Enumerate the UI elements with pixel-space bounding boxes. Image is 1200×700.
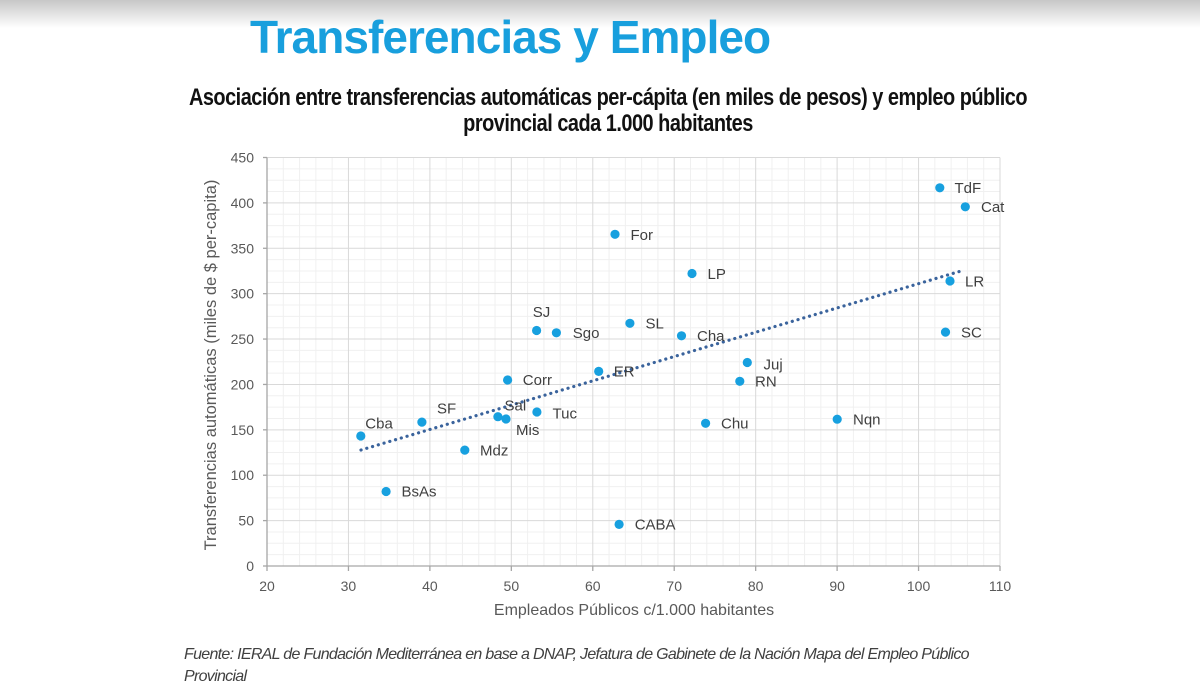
svg-text:Cha: Cha bbox=[697, 328, 725, 345]
svg-text:Empleados Públicos c/1.000 hab: Empleados Públicos c/1.000 habitantes bbox=[494, 602, 774, 619]
svg-text:TdF: TdF bbox=[955, 180, 982, 197]
svg-text:450: 450 bbox=[231, 150, 255, 166]
svg-text:SL: SL bbox=[646, 316, 664, 333]
svg-text:Nqn: Nqn bbox=[853, 411, 881, 428]
svg-text:SF: SF bbox=[437, 401, 456, 418]
svg-text:Sal: Sal bbox=[505, 398, 527, 415]
svg-text:Sgo: Sgo bbox=[573, 325, 600, 342]
svg-text:SJ: SJ bbox=[533, 304, 551, 321]
svg-text:30: 30 bbox=[341, 578, 357, 594]
svg-text:90: 90 bbox=[829, 578, 845, 594]
svg-text:ER: ER bbox=[614, 364, 635, 381]
svg-text:Juj: Juj bbox=[764, 357, 783, 374]
svg-text:Corr: Corr bbox=[523, 372, 552, 389]
svg-text:350: 350 bbox=[231, 240, 255, 256]
svg-text:100: 100 bbox=[907, 578, 931, 594]
svg-text:70: 70 bbox=[666, 578, 682, 594]
svg-text:50: 50 bbox=[238, 513, 254, 529]
svg-text:SC: SC bbox=[961, 324, 982, 341]
svg-text:20: 20 bbox=[259, 578, 275, 594]
svg-text:LP: LP bbox=[708, 266, 726, 283]
svg-text:50: 50 bbox=[504, 578, 520, 594]
svg-text:0: 0 bbox=[246, 558, 254, 574]
svg-text:Mdz: Mdz bbox=[480, 442, 508, 459]
svg-text:110: 110 bbox=[989, 578, 1012, 594]
svg-text:250: 250 bbox=[231, 331, 255, 347]
svg-text:Mis: Mis bbox=[516, 422, 539, 439]
svg-text:LR: LR bbox=[965, 274, 984, 291]
svg-text:100: 100 bbox=[231, 467, 255, 483]
svg-text:200: 200 bbox=[231, 376, 255, 392]
svg-text:40: 40 bbox=[422, 578, 438, 594]
svg-text:300: 300 bbox=[231, 286, 255, 302]
svg-text:Cba: Cba bbox=[365, 416, 393, 433]
svg-text:80: 80 bbox=[748, 578, 764, 594]
svg-text:400: 400 bbox=[231, 195, 255, 211]
svg-text:Chu: Chu bbox=[721, 416, 749, 433]
svg-text:Tuc: Tuc bbox=[553, 406, 578, 423]
svg-text:150: 150 bbox=[231, 422, 255, 438]
svg-text:Transferencias automáticas (mi: Transferencias automáticas (miles de $ p… bbox=[202, 180, 220, 551]
svg-text:For: For bbox=[631, 227, 654, 244]
svg-text:60: 60 bbox=[585, 578, 601, 594]
svg-text:CABA: CABA bbox=[635, 517, 676, 534]
svg-text:RN: RN bbox=[755, 374, 777, 391]
svg-text:Cat: Cat bbox=[981, 199, 1005, 216]
svg-text:BsAs: BsAs bbox=[402, 484, 437, 501]
